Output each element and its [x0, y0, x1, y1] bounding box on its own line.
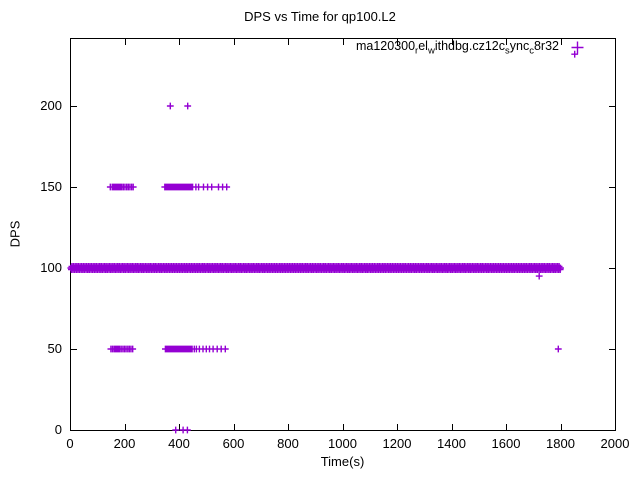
x-tick-label: 2000 [600, 436, 630, 451]
axis-ticks [70, 39, 616, 431]
x-tick-label: 1000 [328, 436, 357, 451]
plus-marker-icon [571, 41, 584, 54]
x-tick-label: 600 [222, 436, 245, 451]
x-tick-label: 400 [168, 436, 190, 451]
x-tick-label: 0 [66, 436, 74, 451]
x-tick-label: 1600 [491, 436, 521, 451]
chart-title: DPS vs Time for qp100.L2 [244, 9, 396, 24]
x-tick-label: 1800 [546, 436, 575, 451]
x-tick-label: 200 [113, 436, 136, 451]
x-tick-label: 1200 [382, 436, 412, 451]
y-tick-label: 100 [40, 260, 62, 276]
y-tick-label: 0 [54, 422, 62, 437]
legend: ma120300relwithdbg.cz12csyncc8r32 [356, 39, 584, 57]
legend-label: ma120300relwithdbg.cz12csyncc8r32 [355, 39, 559, 57]
data-points [67, 50, 579, 434]
x-tick-label: 800 [277, 436, 299, 451]
y-tick-label: 50 [47, 341, 62, 356]
y-tick-label: 150 [40, 179, 62, 195]
x-axis-label: Time(s) [320, 454, 365, 469]
x-tick-label: 1400 [437, 436, 466, 451]
y-tick-label: 200 [40, 98, 62, 114]
plot-border [70, 38, 616, 431]
